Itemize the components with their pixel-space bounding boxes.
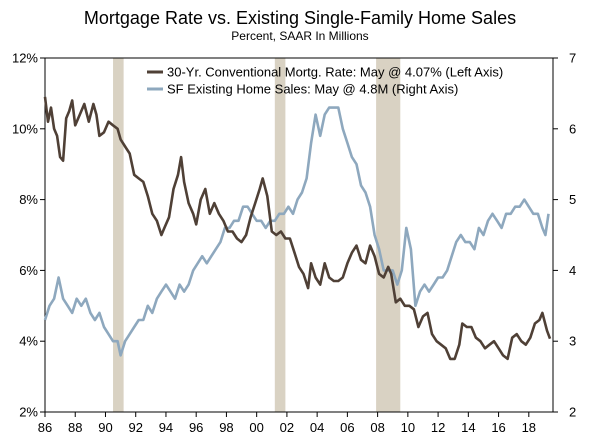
x-tick-label: 92 <box>128 420 142 435</box>
recession-bands <box>113 58 401 412</box>
home-sales-line <box>43 106 550 357</box>
y-right-tick-label: 3 <box>569 334 576 349</box>
plot-border <box>44 57 554 413</box>
y-left-tick-label: 8% <box>19 192 38 207</box>
y-right-tick-label: 6 <box>569 121 576 136</box>
legend-label: SF Existing Home Sales: May @ 4.8M (Righ… <box>167 82 458 97</box>
x-tick-label: 96 <box>189 420 203 435</box>
series-layer <box>43 96 552 361</box>
x-tick-label: 86 <box>38 420 52 435</box>
recession-band <box>113 58 124 412</box>
y-left-tick-label: 6% <box>19 263 38 278</box>
x-tick-label: 94 <box>159 420 173 435</box>
x-tick-label: 18 <box>522 420 536 435</box>
x-tick-label: 08 <box>370 420 384 435</box>
y-left-tick-label: 2% <box>19 405 38 420</box>
legend-label: 30-Yr. Conventional Mortg. Rate: May @ 4… <box>167 65 503 80</box>
x-tick-label: 06 <box>340 420 354 435</box>
y-right-tick-label: 5 <box>569 192 576 207</box>
mortgage-rate-line <box>43 96 552 361</box>
x-tick-label: 10 <box>401 420 415 435</box>
chart-title: Mortgage Rate vs. Existing Single-Family… <box>84 8 516 28</box>
y-left-tick-label: 10% <box>12 121 38 136</box>
x-tick-label: 16 <box>491 420 505 435</box>
recession-band <box>274 58 286 412</box>
chart-subtitle: Percent, SAAR In Millions <box>231 29 368 43</box>
x-tick-label: 02 <box>280 420 294 435</box>
y-right-tick-label: 7 <box>569 51 576 66</box>
x-tick-label: 04 <box>310 420 324 435</box>
y-right-tick-label: 2 <box>569 405 576 420</box>
x-tick-label: 90 <box>98 420 112 435</box>
axes-layer: 86 88 90 92 94 96 98 00 02 04 06 08 10 12 14 16 18 2% 4% 6%… <box>12 51 576 436</box>
x-tick-label: 88 <box>68 420 82 435</box>
recession-band <box>376 58 401 412</box>
y-right-tick-label: 4 <box>569 263 576 278</box>
x-tick-label: 00 <box>249 420 263 435</box>
legend: 30-Yr. Conventional Mortg. Rate: May @ 4… <box>147 65 503 97</box>
x-tick-label: 14 <box>461 420 475 435</box>
x-tick-label: 12 <box>431 420 445 435</box>
y-left-tick-label: 4% <box>19 334 38 349</box>
plot-frame <box>44 57 554 413</box>
x-tick-label: 98 <box>219 420 233 435</box>
y-left-tick-label: 12% <box>12 51 38 66</box>
